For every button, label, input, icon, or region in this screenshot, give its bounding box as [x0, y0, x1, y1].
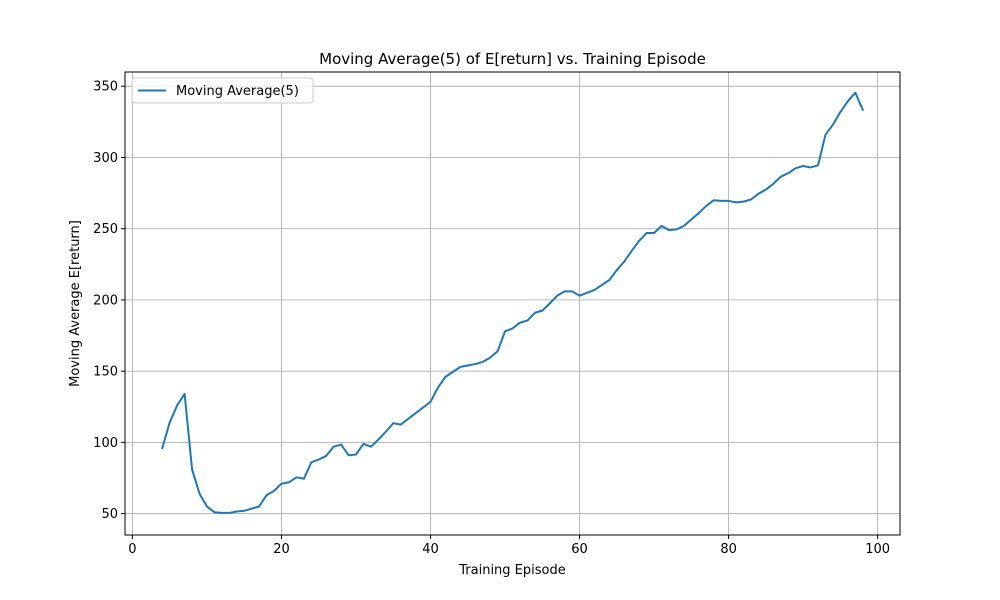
chart-title: Moving Average(5) of E[return] vs. Train… [319, 50, 706, 68]
y-tick-label: 250 [93, 222, 118, 237]
x-tick-label: 80 [720, 542, 737, 557]
x-tick-label: 40 [422, 542, 439, 557]
axis-ticks: 0 20 40 60 80 100 50 100 150 200 250 300 350 [93, 80, 890, 557]
x-axis-label: Training Episode [458, 563, 565, 578]
y-tick-label: 100 [93, 436, 118, 451]
y-tick-label: 200 [93, 293, 118, 308]
x-tick-label: 60 [571, 542, 588, 557]
x-tick-label: 0 [128, 542, 136, 557]
series-line-moving-average [161, 91, 865, 514]
y-axis-label: Moving Average E[return] [68, 220, 83, 387]
grid-lines [125, 72, 900, 535]
y-tick-label: 50 [101, 507, 118, 522]
x-tick-label: 100 [865, 542, 890, 557]
y-tick-label: 300 [93, 151, 118, 166]
y-tick-label: 150 [93, 365, 118, 380]
legend-entry-label: Moving Average(5) [176, 84, 299, 99]
legend: Moving Average(5) [131, 77, 314, 104]
plot-frame [124, 71, 901, 536]
x-tick-label: 20 [273, 542, 290, 557]
series-layer [161, 91, 865, 514]
legend-box [131, 77, 314, 104]
y-tick-label: 350 [93, 80, 118, 95]
